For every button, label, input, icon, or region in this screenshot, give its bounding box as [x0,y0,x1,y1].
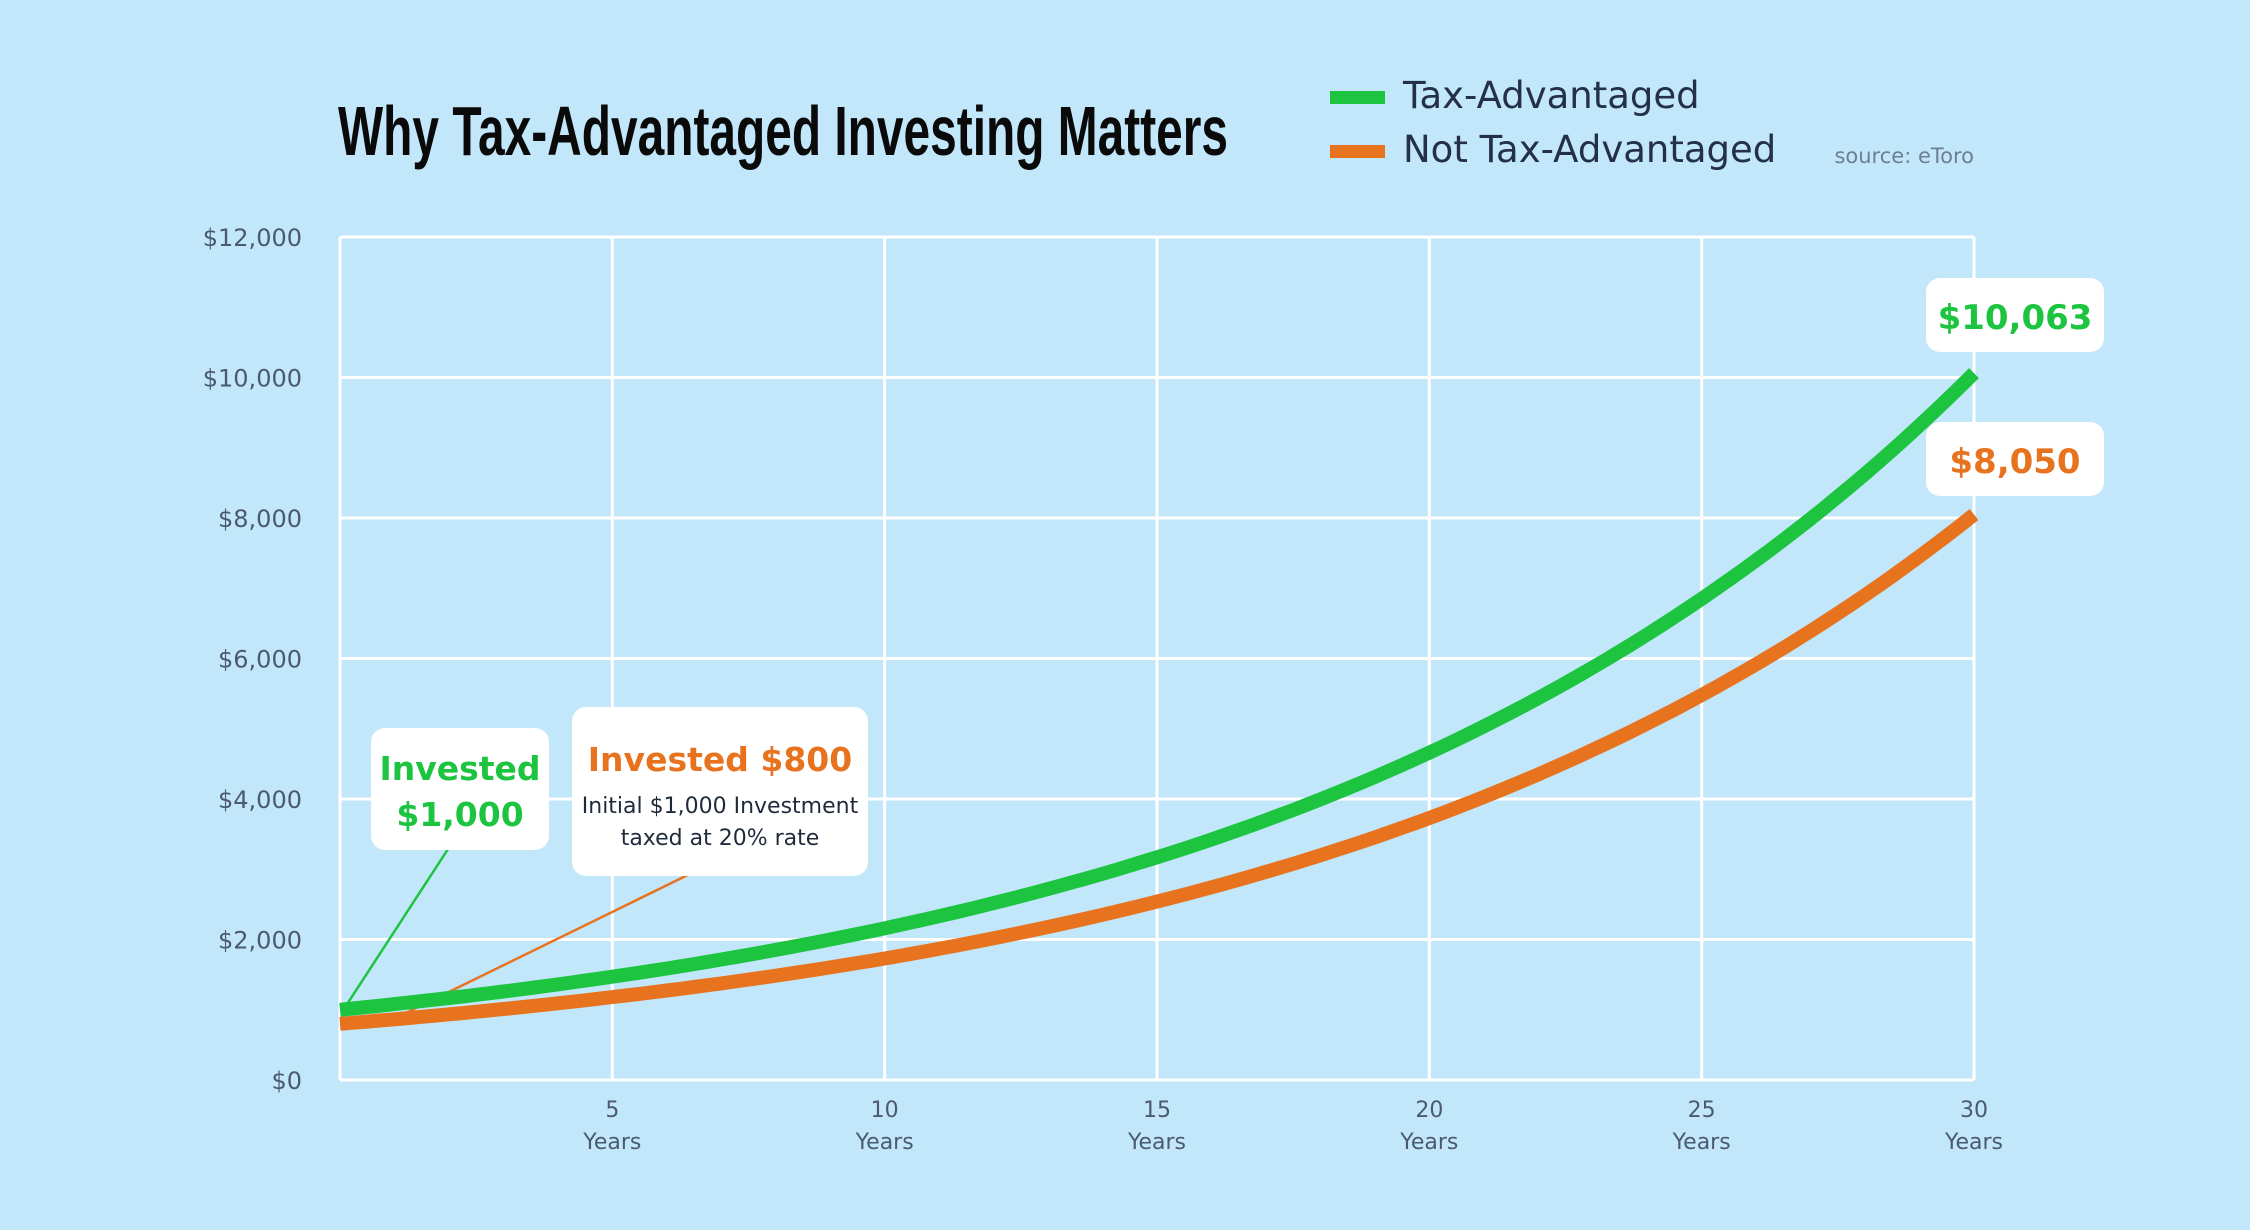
legend-label-tax-advantaged: Tax-Advantaged [1402,74,1700,117]
start-callout-note: taxed at 20% rate [621,826,820,851]
x-tick-label: 15 [1143,1098,1171,1123]
x-tick-label: 30 [1960,1098,1988,1123]
start-callout-box-not-tax-advantaged [572,707,868,876]
end-label-box-tax-advantaged [1926,278,2104,352]
start-callout-note: Initial $1,000 Investment [582,794,859,819]
end-label-tax-advantaged: $10,063 [1938,298,2093,338]
y-tick-label: $12,000 [203,224,302,252]
start-callout-text-tax-advantaged: Invested [379,749,540,788]
start-callout-text-tax-advantaged: $1,000 [396,795,523,834]
x-tick-label: Years [855,1130,914,1155]
x-tick-label: 5 [605,1098,619,1123]
series-line-tax-advantaged [339,368,1979,1017]
x-tick-label: Years [1672,1130,1731,1155]
series-lines [339,368,1979,1031]
y-tick-label: $2,000 [218,927,302,955]
x-tick-label: Years [1944,1130,2003,1155]
y-tick-label: $0 [271,1067,302,1095]
x-tick-label: Years [582,1130,641,1155]
y-tick-label: $10,000 [203,365,302,393]
x-tick-label: Years [1127,1130,1186,1155]
legend: Tax-Advantaged Not Tax-Advantaged [1330,74,1776,171]
axis-ticks: $0 $2,000 $4,000 $6,000 $8,000 $10,000 $12,000… [203,224,2003,1155]
start-callout-title-not-tax-advantaged: Invested $800 [588,740,852,779]
x-tick-label: Years [1399,1130,1458,1155]
end-label-box-not-tax-advantaged [1926,422,2104,496]
x-tick-label: 20 [1415,1098,1443,1123]
callouts: $10,063 $8,050 Invested $1,000 Invested $800… [371,278,2104,876]
grid [338,235,1976,1082]
y-tick-label: $8,000 [218,505,302,533]
legend-swatch-tax-advantaged [1330,91,1385,104]
y-tick-label: $6,000 [218,646,302,674]
callout-connector-tax-advantaged [344,845,452,1007]
x-tick-label: 10 [871,1098,899,1123]
source-note: source: eToro [1834,144,1974,168]
legend-label-not-tax-advantaged: Not Tax-Advantaged [1403,128,1776,171]
legend-swatch-not-tax-advantaged [1330,145,1385,158]
start-callout-box-tax-advantaged [371,728,549,850]
y-tick-label: $4,000 [218,786,302,814]
end-label-not-tax-advantaged: $8,050 [1949,442,2080,482]
chart-title: Why Tax-Advantaged Investing Matters [338,92,1228,170]
series-line-not-tax-advantaged [339,509,1979,1031]
x-tick-label: 25 [1688,1098,1716,1123]
